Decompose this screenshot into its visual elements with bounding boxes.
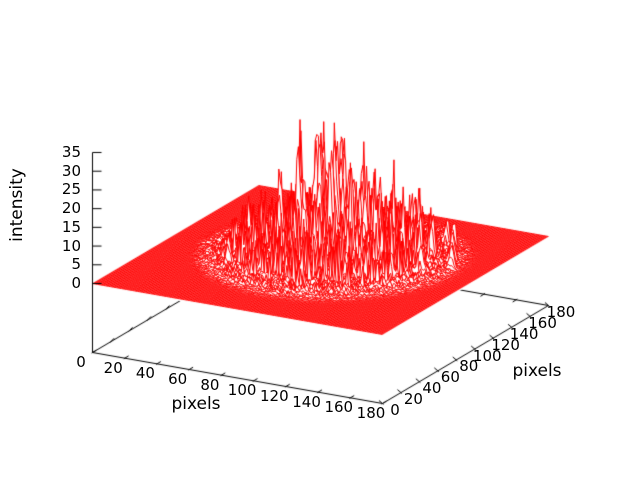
y-axis-label: pixels [512,361,562,381]
x-axis-label: pixels [171,394,221,414]
z-axis-label: intensity [7,168,27,242]
